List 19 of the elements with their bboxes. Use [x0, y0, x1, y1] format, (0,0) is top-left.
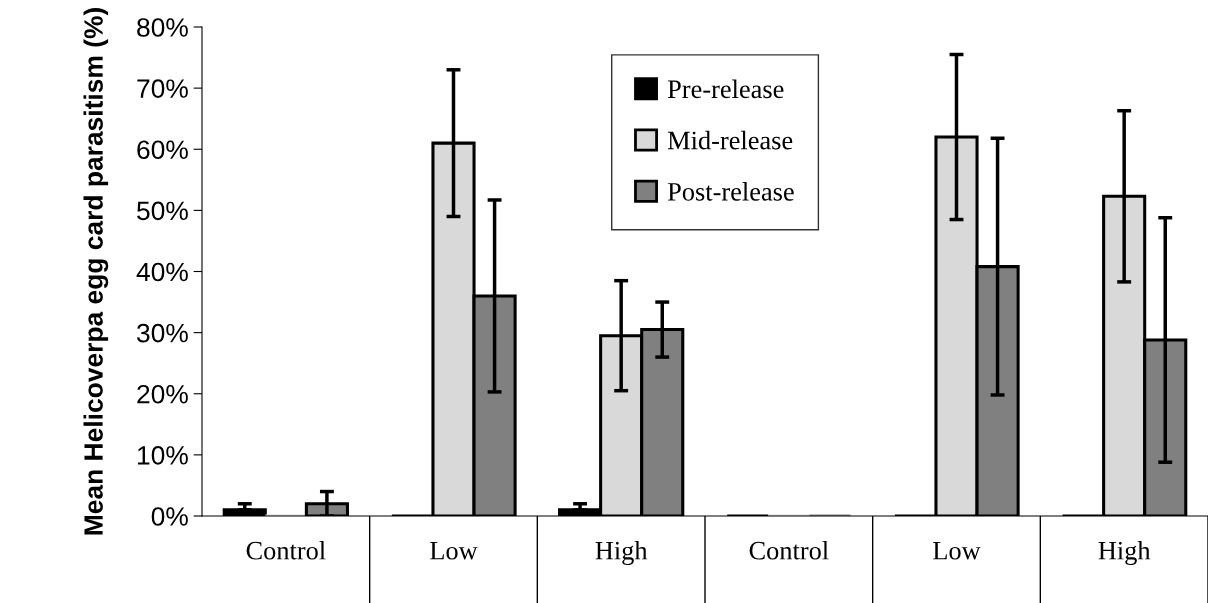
x-tick-label: Control — [749, 541, 829, 560]
y-tick-label: 30% — [137, 323, 188, 343]
x-tick-label: Low — [430, 542, 478, 560]
y-tick-label: 0% — [151, 507, 188, 526]
legend-label: Pre-release — [667, 79, 784, 99]
y-tick-label: 50% — [137, 201, 188, 221]
x-tick-label: Low — [933, 542, 981, 560]
y-tick-label: 10% — [138, 446, 188, 465]
y-tick-label: 60% — [137, 140, 188, 160]
legend-label: Mid-release — [667, 130, 793, 150]
x-tick-label: High — [595, 541, 648, 566]
legend-label: Post-release — [667, 182, 794, 201]
y-tick-label: 80% — [137, 18, 188, 37]
y-tick-label: 70% — [137, 79, 188, 98]
x-tick-label: High — [1098, 541, 1151, 566]
x-tick-label: Control — [246, 541, 326, 560]
y-tick-label: 40% — [136, 262, 188, 282]
y-axis-title: Mean Helicoverpa egg card parasitism (%) — [83, 8, 109, 535]
y-tick-label: 20% — [137, 384, 188, 404]
